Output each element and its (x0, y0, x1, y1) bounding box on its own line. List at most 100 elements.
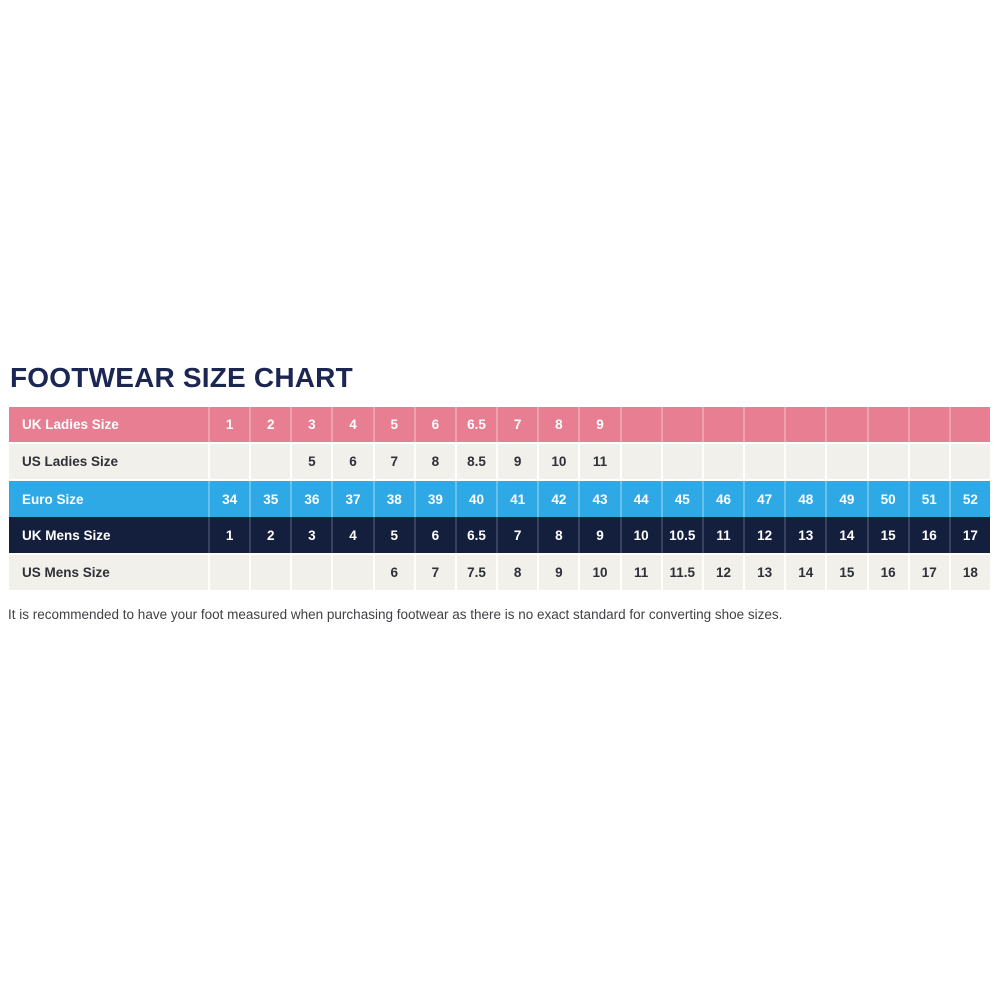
size-cell: 45 (663, 481, 704, 517)
size-cell (827, 407, 869, 442)
size-cell: 18 (962, 565, 978, 580)
size-cell: 10 (539, 444, 581, 479)
size-cell: 4 (333, 407, 375, 442)
row-label: US Mens Size (9, 555, 210, 590)
size-cell (251, 555, 293, 590)
size-cell (663, 444, 704, 479)
size-cell: 12 (704, 555, 746, 590)
size-cell: 5 (375, 407, 416, 442)
size-cell (869, 407, 910, 442)
size-cell: 14 (786, 555, 828, 590)
size-cell: 8 (539, 517, 581, 553)
size-cell: 7.5 (457, 555, 499, 590)
size-cell: 11 (622, 555, 663, 590)
size-cell: 8 (539, 407, 581, 442)
size-cell: 1 (210, 407, 252, 442)
size-cell (951, 444, 990, 479)
size-cell (622, 444, 663, 479)
size-cell: 48 (786, 481, 828, 517)
table-row: US Ladies Size 5 6 7 8 8.5 9 10 11 (9, 444, 990, 479)
size-cell: 7 (498, 517, 540, 553)
size-cell: 38 (375, 481, 416, 517)
size-cell: 2 (251, 407, 293, 442)
size-cell: 34 (210, 481, 252, 517)
size-cell: 52 (962, 491, 978, 507)
size-cell (951, 407, 990, 442)
size-cell: 6 (416, 407, 457, 442)
size-cell: 15 (827, 555, 869, 590)
size-cell: 47 (745, 481, 787, 517)
size-cell: 15 (869, 517, 910, 553)
size-cell: 11.5 (663, 555, 704, 590)
size-cell: 3 (292, 517, 334, 553)
size-cell (786, 444, 828, 479)
size-cell: 3 (292, 407, 334, 442)
size-cell (704, 444, 746, 479)
size-cell: 43 (580, 481, 622, 517)
page-title: FOOTWEAR SIZE CHART (10, 362, 353, 393)
size-cell: 7 (498, 407, 540, 442)
size-cell: 6 (416, 517, 457, 553)
table-row: UK Ladies Size 1 2 3 4 5 6 6.5 7 8 9 (9, 407, 990, 442)
size-cell: 17 (962, 527, 978, 543)
size-cell: 49 (827, 481, 869, 517)
size-cell (704, 407, 746, 442)
size-cell: 6 (375, 555, 416, 590)
size-cell: 7 (416, 555, 457, 590)
size-cell: 51 (910, 481, 951, 517)
size-cell (333, 555, 375, 590)
size-cell: 16 (869, 555, 910, 590)
size-cell: 9 (580, 407, 622, 442)
size-cell: 5 (292, 444, 334, 479)
size-cell: 6.5 (457, 517, 499, 553)
size-cell (745, 407, 787, 442)
size-cell: 6.5 (457, 407, 499, 442)
size-cell (622, 407, 663, 442)
size-cell: 37 (333, 481, 375, 517)
row-label: Euro Size (9, 481, 210, 517)
size-cell: 13 (745, 555, 787, 590)
size-cell: 1 (210, 517, 252, 553)
table-row: US Mens Size 6 7 7.5 8 9 10 11 11.5 12 13 14 15 16 17 1… (9, 555, 990, 590)
size-cell: 46 (704, 481, 746, 517)
size-cell: 9 (580, 517, 622, 553)
size-cell: 40 (457, 481, 499, 517)
size-cell (827, 444, 869, 479)
size-cell: 4 (333, 517, 375, 553)
size-cell (910, 407, 951, 442)
size-cell: 5 (375, 517, 416, 553)
size-cell: 13 (786, 517, 828, 553)
table-row: Euro Size 34 35 36 37 38 39 40 41 42 43 44 45 46 47 48 4… (9, 481, 990, 517)
size-cell: 10.5 (663, 517, 704, 553)
size-cell (786, 407, 828, 442)
size-cell: 39 (416, 481, 457, 517)
size-cell: 7 (375, 444, 416, 479)
size-cell: 14 (827, 517, 869, 553)
size-cell: 36 (292, 481, 334, 517)
footwear-size-table: UK Ladies Size 1 2 3 4 5 6 6.5 7 8 9 US Ladies Size… (9, 407, 990, 590)
size-cell: 6 (333, 444, 375, 479)
size-cell: 42 (539, 481, 581, 517)
size-cell: 16 (910, 517, 951, 553)
row-label: UK Ladies Size (9, 407, 210, 442)
size-cell (251, 444, 293, 479)
table-row: UK Mens Size 1 2 3 4 5 6 6.5 7 8 9 10 10.5 11 12 13 14 15… (9, 517, 990, 553)
size-cell: 10 (622, 517, 663, 553)
size-cell: 17 (910, 555, 951, 590)
size-cell (745, 444, 787, 479)
size-cell (663, 407, 704, 442)
size-cell (869, 444, 910, 479)
size-cell: 12 (745, 517, 787, 553)
size-cell: 9 (498, 444, 540, 479)
size-cell: 11 (580, 444, 622, 479)
size-cell: 44 (622, 481, 663, 517)
size-cell: 8 (416, 444, 457, 479)
row-label: UK Mens Size (9, 517, 210, 553)
footnote-text: It is recommended to have your foot meas… (8, 607, 783, 622)
size-cell: 11 (704, 517, 746, 553)
size-cell (210, 444, 252, 479)
size-cell (292, 555, 334, 590)
size-cell: 8.5 (457, 444, 499, 479)
row-label: US Ladies Size (9, 444, 210, 479)
